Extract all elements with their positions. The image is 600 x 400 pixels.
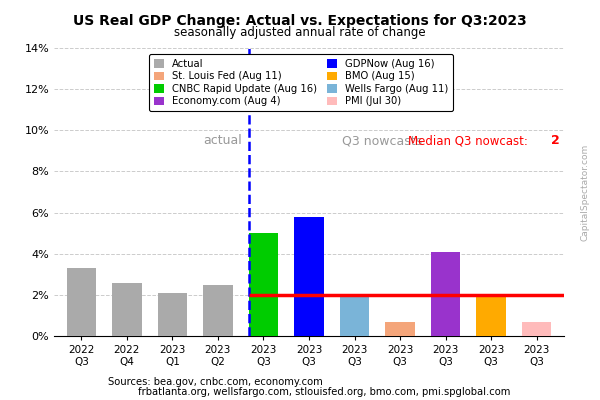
Bar [248, 233, 278, 336]
Text: CapitalSpectator.com: CapitalSpectator.com [581, 143, 589, 241]
Bar [112, 282, 142, 336]
Text: frbatlanta.org, wellsfargo.com, stlouisfed.org, bmo.com, pmi.spglobal.com: frbatlanta.org, wellsfargo.com, stlouisf… [138, 387, 511, 397]
Text: actual: actual [203, 134, 242, 147]
Bar [158, 293, 187, 336]
Bar [431, 252, 460, 336]
Bar [294, 217, 324, 336]
Bar [522, 322, 551, 336]
Text: Q3 nowcasts: Q3 nowcasts [342, 134, 422, 147]
Text: Median Q3 nowcast:: Median Q3 nowcast: [407, 134, 527, 147]
Bar [340, 295, 370, 336]
Bar [476, 295, 506, 336]
Text: US Real GDP Change: Actual vs. Expectations for Q3:2023: US Real GDP Change: Actual vs. Expectati… [73, 14, 527, 28]
Text: 2: 2 [551, 134, 559, 147]
Bar [67, 268, 96, 336]
Bar [385, 322, 415, 336]
Text: seasonally adjusted annual rate of change: seasonally adjusted annual rate of chang… [174, 26, 426, 39]
Legend: Actual, St. Louis Fed (Aug 11), CNBC Rapid Update (Aug 16), Economy.com (Aug 4),: Actual, St. Louis Fed (Aug 11), CNBC Rap… [149, 54, 453, 111]
Text: Sources: bea.gov, cnbc.com, economy.com: Sources: bea.gov, cnbc.com, economy.com [108, 377, 323, 387]
Bar [203, 284, 233, 336]
